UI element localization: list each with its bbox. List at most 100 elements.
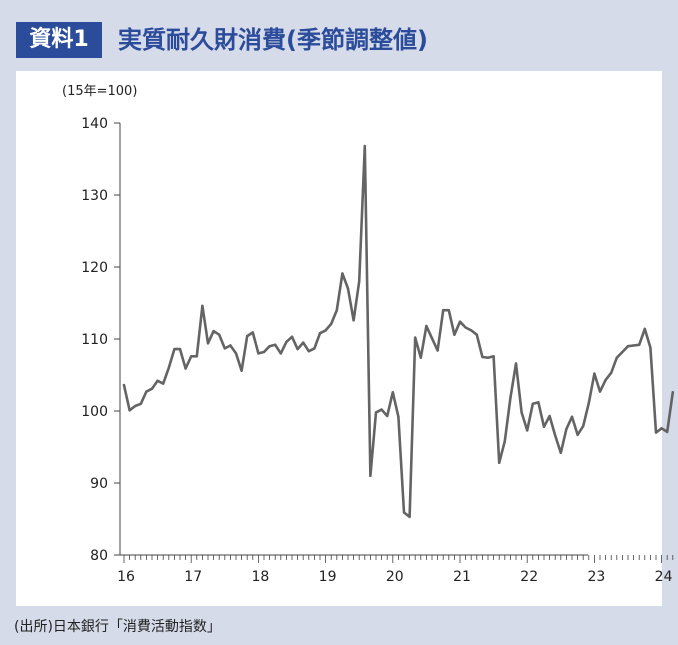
data-point [615,356,618,359]
data-point [503,440,506,443]
data-point [649,346,652,349]
data-point [453,333,456,336]
data-point [548,414,551,418]
data-point [218,333,221,336]
data-point [352,319,355,322]
data-point [279,352,282,355]
y-tick-label: 90 [90,476,108,492]
data-point [582,424,585,428]
data-point [447,309,450,312]
data-point [632,344,635,347]
data-point [206,342,210,345]
data-point [167,366,170,369]
data-point [520,411,523,414]
data-point [425,324,428,328]
source-note: (出所)日本銀行「消費活動指数」 [14,619,221,635]
data-point [324,329,327,332]
data-point [201,304,204,308]
data-point [296,347,299,351]
data-point [162,382,165,385]
data-point [509,396,512,400]
data-point [369,474,372,477]
data-point [240,369,243,372]
x-tick-label: 22 [520,569,538,585]
data-point [587,401,590,405]
data-point [654,431,658,434]
y-tick-label: 110 [81,332,108,348]
data-point [391,391,394,394]
data-point [257,352,260,355]
data-point [610,371,613,375]
data-point [223,347,226,350]
data-point [251,331,254,334]
data-point [660,427,663,430]
x-tick-label: 23 [587,569,605,585]
data-point [402,511,406,514]
data-point [430,337,434,340]
data-point [122,383,126,387]
data-point [380,408,383,411]
data-point [481,355,484,359]
chart-axes [119,123,588,556]
data-point [156,379,159,382]
data-point [638,343,641,346]
data-point [234,352,238,355]
data-point [458,320,462,323]
data-point [475,333,478,336]
data-point [554,434,557,437]
figure-badge: 資料1 [16,22,102,58]
data-point [290,335,294,339]
data-point [246,334,249,338]
data-point [313,347,316,350]
data-point [302,341,305,344]
data-point [486,356,490,359]
data-point [671,391,674,394]
x-tick-label: 17 [184,569,202,585]
data-point [268,345,271,348]
data-point [184,367,187,370]
header: 資料1 実質耐久財消費(季節調整値) [0,0,678,68]
y-axis-ticks: 80 90 100 110 120 130 140 [81,116,120,564]
data-point [414,336,417,339]
chart-title: 実質耐久財消費(季節調整値) [118,26,428,54]
data-point [341,272,344,275]
chart-panel [16,71,662,606]
data-point [542,425,546,429]
x-tick-label: 21 [453,569,471,585]
data-point [318,332,322,335]
data-point [178,347,182,351]
y-tick-label: 100 [81,404,108,420]
data-point [436,349,439,352]
y-unit-label: (15年=100) [62,84,138,99]
data-point [492,355,495,358]
data-point [565,427,568,431]
y-tick-label: 80 [90,548,108,564]
data-point [358,280,361,283]
data-point [643,327,646,331]
data-point [190,355,193,358]
data-point [128,409,131,412]
data-point [139,402,142,405]
data-point [330,322,333,326]
data-point [173,347,176,351]
data-point [626,345,630,348]
data-point [526,429,529,432]
data-point [374,411,378,414]
data-point [498,461,501,465]
data-point [307,350,310,353]
data-point [408,515,411,519]
data-point [514,362,518,365]
series-line [122,144,675,519]
data-point [419,356,422,359]
data-point [262,350,266,354]
data-point [134,404,137,408]
chart-series [122,144,675,519]
data-point [363,144,366,148]
data-point [145,390,148,393]
y-tick-label: 140 [81,116,108,132]
data-point [531,402,534,405]
x-tick-label: 19 [319,569,337,585]
data-point [470,329,473,332]
data-point [604,378,607,382]
